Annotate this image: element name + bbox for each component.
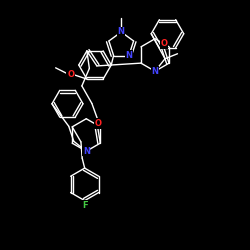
Text: N: N — [83, 147, 90, 156]
Text: N: N — [126, 51, 132, 60]
Text: O: O — [160, 39, 168, 48]
Text: O: O — [94, 119, 101, 128]
Text: O: O — [67, 70, 74, 78]
Text: N: N — [152, 67, 158, 76]
Text: N: N — [118, 28, 125, 36]
Text: F: F — [82, 200, 87, 209]
